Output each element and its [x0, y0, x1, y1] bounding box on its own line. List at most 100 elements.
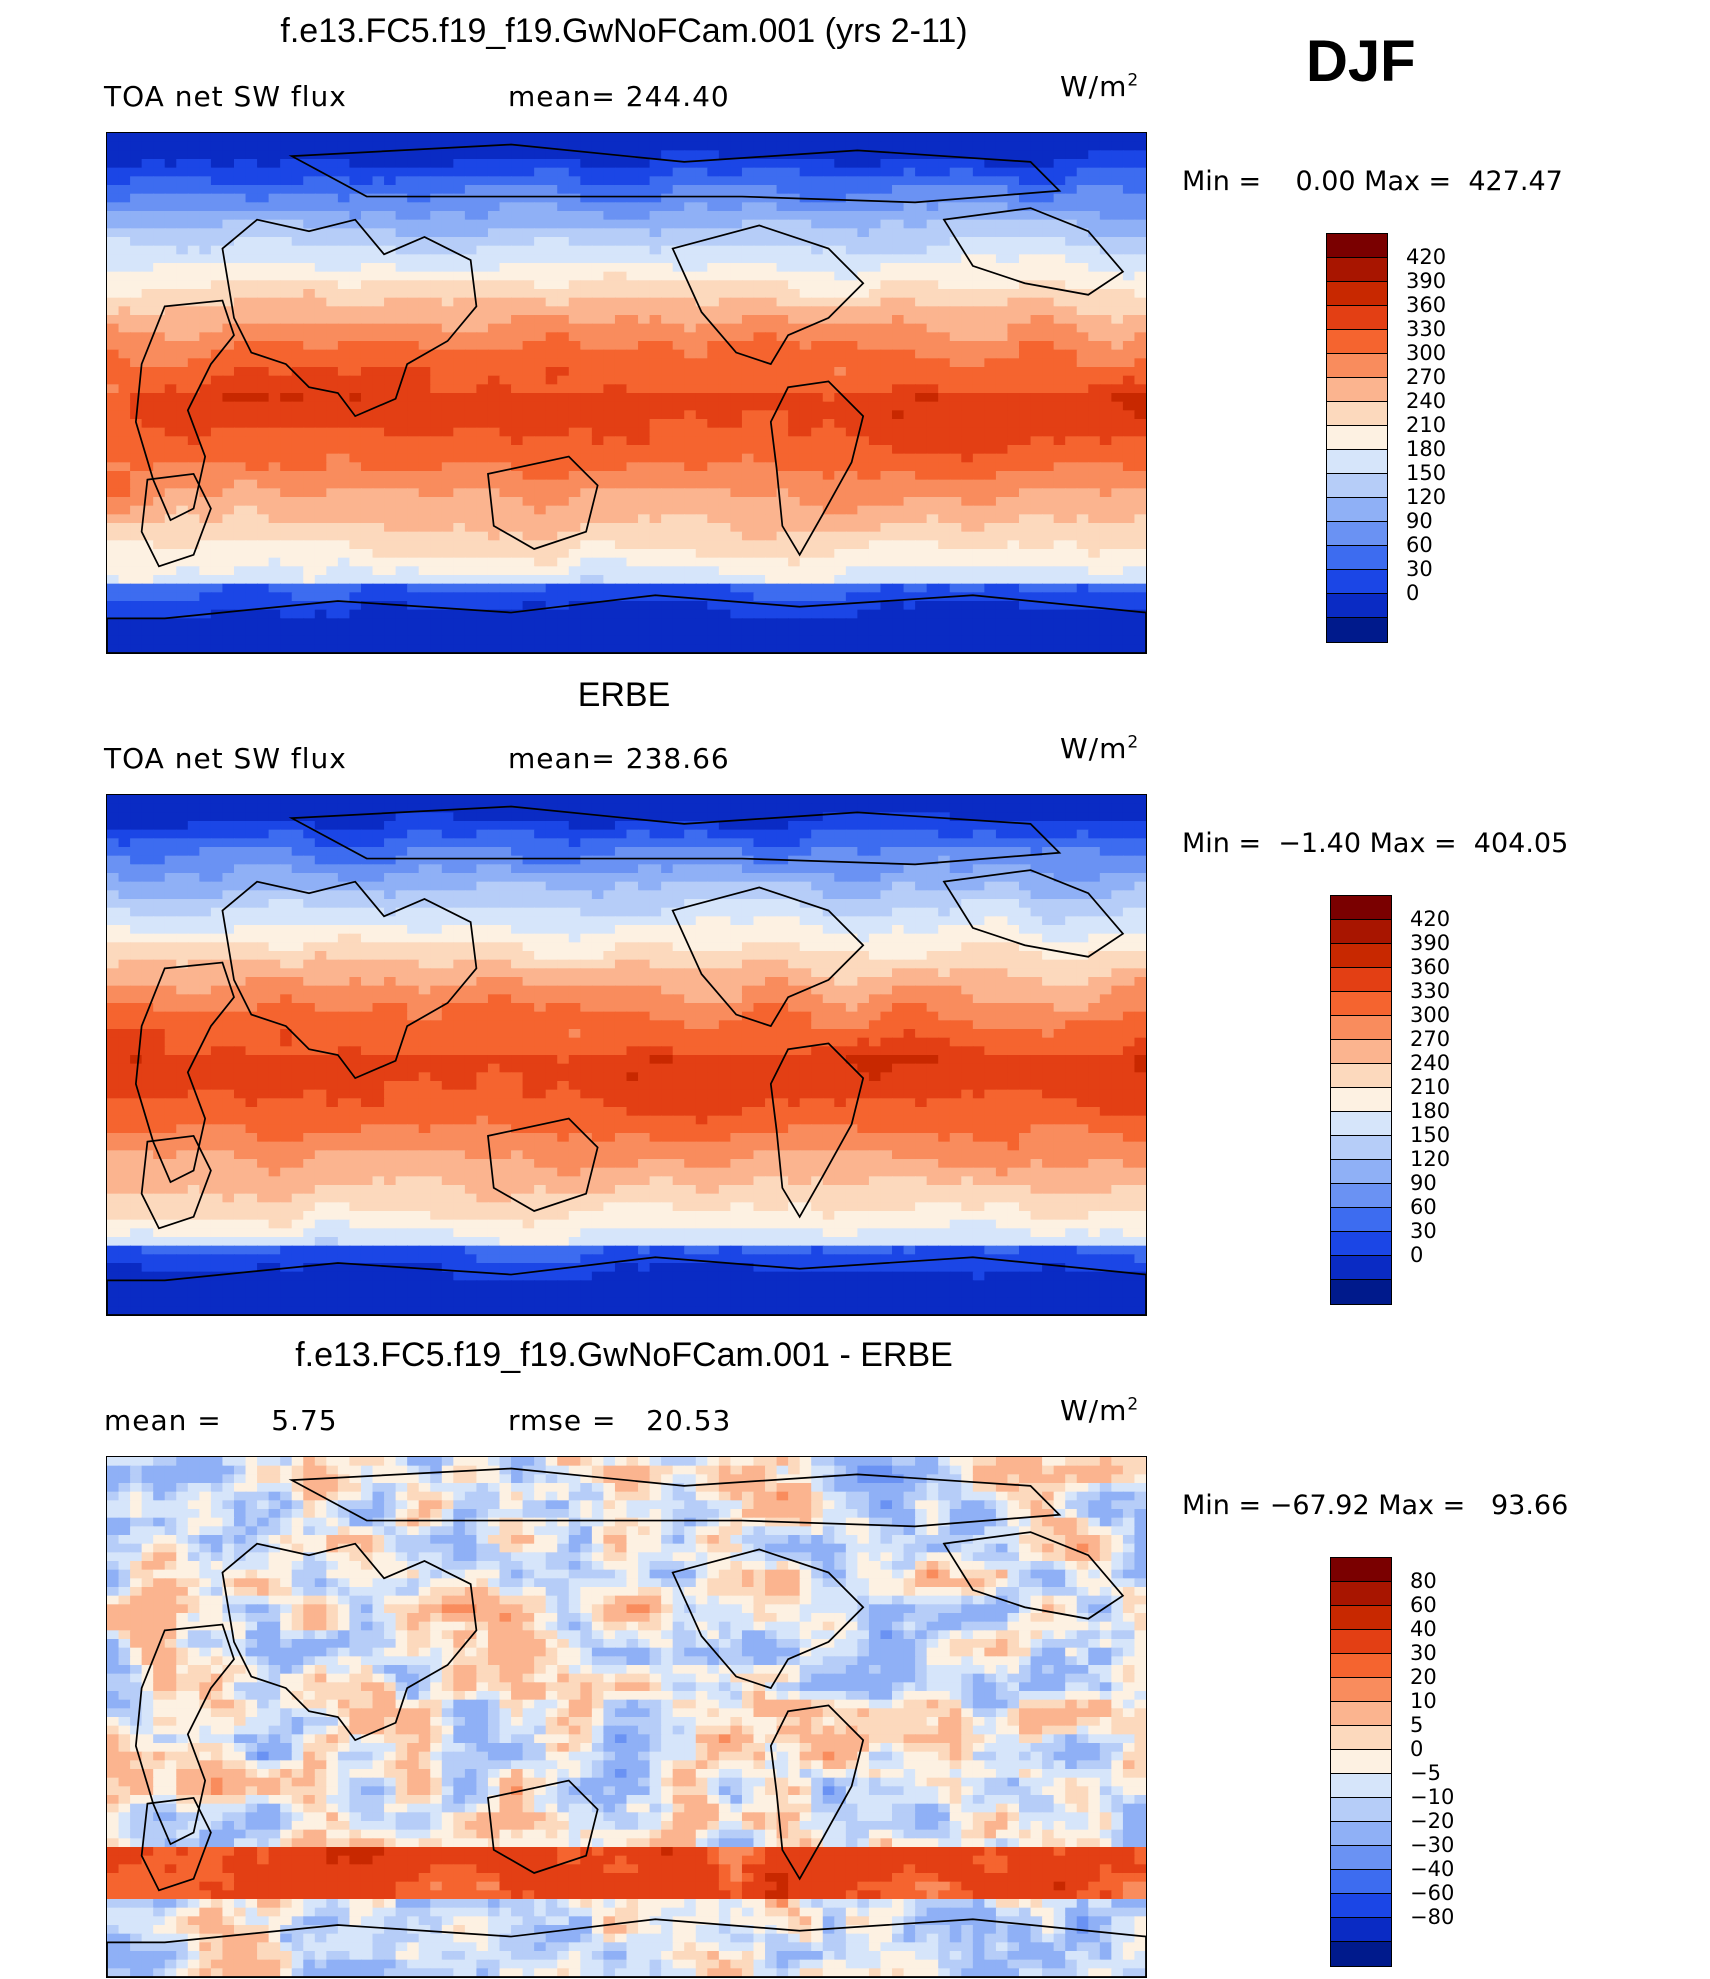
- field-cell: [476, 497, 489, 507]
- field-cell: [695, 575, 709, 585]
- field-cell: [164, 367, 178, 377]
- field-cell: [314, 315, 328, 325]
- field-cell: [268, 601, 282, 611]
- field-cell: [753, 306, 766, 316]
- field-cell: [210, 531, 224, 542]
- field-cell: [511, 419, 524, 429]
- field-cell: [1019, 566, 1032, 576]
- field-cell: [1088, 167, 1101, 178]
- field-cell: [1007, 297, 1020, 308]
- field-cell: [1065, 228, 1078, 238]
- field-cell: [280, 609, 293, 620]
- field-cell: [430, 419, 443, 429]
- field-cell: [430, 306, 443, 316]
- field-cell: [972, 297, 986, 308]
- field-cell: [765, 245, 778, 256]
- field-cell: [614, 549, 628, 559]
- field-cell: [1019, 193, 1032, 204]
- field-cell: [765, 263, 778, 273]
- field-cell: [730, 297, 743, 308]
- field-cell: [845, 462, 859, 472]
- field-cell: [303, 523, 316, 533]
- field-cell: [360, 289, 374, 299]
- field-cell: [580, 254, 593, 264]
- field-cell: [695, 436, 709, 446]
- field-cell: [245, 341, 258, 351]
- field-cell: [614, 479, 628, 490]
- field-cell: [187, 419, 201, 429]
- field-cell: [926, 419, 940, 429]
- field-cell: [707, 523, 720, 533]
- field-cell: [360, 332, 374, 342]
- field-cell: [1019, 159, 1032, 169]
- field-cell: [118, 471, 131, 481]
- field-cell: [984, 297, 997, 308]
- field-cell: [430, 323, 443, 334]
- field-cell: [568, 497, 582, 507]
- field-cell: [187, 289, 201, 299]
- field-cell: [107, 375, 120, 386]
- field-cell: [949, 583, 963, 594]
- field-cell: [880, 523, 893, 533]
- field-cell: [938, 601, 951, 611]
- field-cell: [614, 436, 628, 446]
- field-cell: [730, 540, 743, 550]
- field-cell: [407, 297, 420, 308]
- field-cell: [407, 523, 420, 533]
- field-cell: [834, 141, 847, 152]
- field-cell: [1053, 167, 1067, 178]
- field-cell: [291, 280, 305, 290]
- field-cell: [499, 263, 512, 273]
- field-cell: [372, 427, 385, 438]
- field-cell: [730, 219, 743, 230]
- field-cell: [337, 488, 351, 498]
- field-cell: [938, 557, 951, 568]
- field-cell: [1042, 531, 1055, 542]
- field-cell: [903, 540, 916, 550]
- field-cell: [545, 401, 559, 412]
- field-cell: [199, 488, 212, 498]
- field-cell: [626, 237, 639, 247]
- field-cell: [326, 479, 339, 490]
- field-cell: [603, 445, 616, 455]
- field-cell: [753, 479, 766, 490]
- field-cell: [811, 219, 824, 230]
- field-cell: [118, 315, 131, 325]
- field-cell: [441, 505, 455, 516]
- field-cell: [961, 141, 974, 152]
- field-cell: [984, 557, 997, 568]
- field-cell: [1099, 601, 1113, 611]
- field-cell: [915, 159, 928, 169]
- field-cell: [280, 592, 293, 602]
- field-cell: [822, 514, 836, 524]
- field-cell: [834, 488, 847, 498]
- field-cell: [638, 410, 651, 420]
- field-cell: [591, 245, 605, 256]
- field-cell: [799, 263, 813, 273]
- field-cell: [314, 462, 328, 472]
- field-cell: [245, 228, 258, 238]
- field-cell: [614, 488, 628, 498]
- field-cell: [118, 159, 131, 169]
- field-cell: [684, 592, 697, 602]
- field-cell: [857, 540, 870, 550]
- field-cell: [430, 228, 443, 238]
- field-cell: [337, 445, 351, 455]
- field-cell: [718, 601, 732, 611]
- field-cell: [1122, 237, 1136, 247]
- field-cell: [822, 375, 836, 386]
- field-cell: [903, 427, 916, 438]
- field-cell: [153, 609, 166, 620]
- field-cell: [903, 176, 916, 186]
- field-cell: [268, 479, 282, 490]
- field-cell: [961, 401, 974, 412]
- field-cell: [291, 185, 305, 195]
- field-cell: [1134, 497, 1146, 507]
- field-cell: [326, 566, 339, 576]
- field-cell: [995, 583, 1009, 594]
- field-cell: [949, 228, 963, 238]
- field-cell: [187, 453, 201, 464]
- field-cell: [938, 159, 951, 169]
- field-cell: [614, 384, 628, 394]
- field-cell: [118, 393, 131, 403]
